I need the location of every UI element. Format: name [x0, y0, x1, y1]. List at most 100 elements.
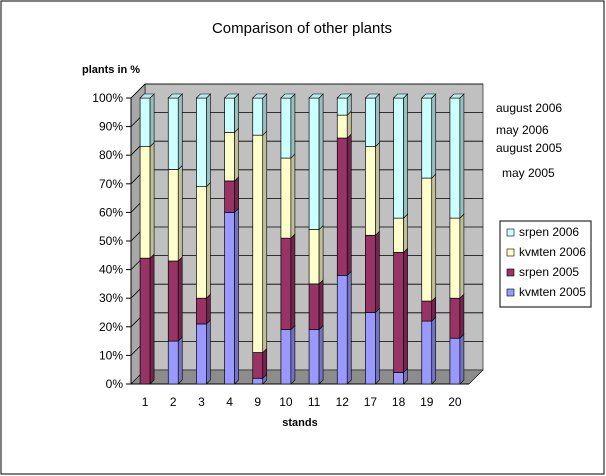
legend-swatch [506, 288, 515, 297]
bar-segment [280, 97, 292, 159]
y-tick-label: 40% [99, 263, 123, 277]
bar-top [280, 93, 296, 99]
bar-top [336, 93, 352, 99]
x-tick-label: 10 [279, 395, 293, 409]
bar-segment-side [459, 293, 465, 339]
bar-segment-side [206, 293, 211, 325]
bar-segment [196, 297, 207, 325]
bar-segment [252, 377, 264, 385]
bar-segment-side [234, 176, 239, 214]
bar-segment [336, 274, 348, 385]
bar-segment [252, 134, 264, 353]
y-tick-labels: 0% 10% 20% 30% 40% 50% 60% 70% 80% 90% 100% [92, 91, 123, 391]
bar-segment-side [290, 153, 296, 239]
bar-segment [196, 186, 207, 299]
bar-segment-side [459, 213, 465, 299]
bar-segment [365, 146, 376, 236]
bar-segment-side [431, 93, 437, 179]
bar-segment-side [375, 307, 380, 385]
bar-segment [449, 337, 461, 385]
bar-segment-side [375, 93, 380, 148]
bar-segment [280, 329, 292, 385]
legend-swatch [506, 248, 515, 257]
bar-top [421, 93, 437, 99]
bar-segment-side [177, 256, 183, 342]
legend-swatch [506, 268, 515, 277]
bar-top [139, 93, 155, 99]
bar-segment-side [262, 93, 268, 136]
x-tick-label: 19 [420, 395, 434, 409]
bar-segment [167, 97, 179, 170]
bar-segment [449, 297, 461, 339]
bar-segment-side [318, 324, 324, 385]
bar-segment [167, 260, 179, 342]
bar-segment-side [318, 279, 324, 331]
bar-segment [196, 97, 207, 188]
bar-top [308, 93, 324, 99]
bar-segment-side [206, 319, 211, 385]
bar-segment-side [346, 270, 352, 385]
bar-segment [336, 97, 348, 116]
bar-segment-side [375, 141, 380, 237]
y-tick-label: 90% [99, 120, 123, 134]
gridline [130, 83, 483, 99]
x-tick-label: 20 [448, 395, 462, 409]
bars [139, 93, 465, 385]
bar-segment-side [177, 164, 183, 262]
bar-segment [139, 257, 151, 385]
bar-segment [167, 340, 179, 385]
bar-segment [421, 320, 433, 385]
bar-segment-side [290, 93, 296, 159]
y-tick-label: 50% [99, 234, 123, 248]
x-tick-label: 11 [308, 395, 321, 409]
y-tick-label: 70% [99, 177, 123, 191]
legend-swatch [506, 228, 515, 237]
bar-segment-side [318, 93, 324, 231]
bar-segment-side [149, 93, 155, 148]
y-tick-label: 80% [99, 148, 123, 162]
bar-top [167, 93, 183, 99]
bar-segment-side [262, 130, 268, 354]
chart-title: Comparison of other plants [212, 20, 392, 37]
bar-segment-side [149, 253, 155, 385]
bar-segment-side [403, 247, 408, 374]
bar-segment [365, 234, 376, 313]
bar-segment [252, 352, 264, 379]
bar-segment [421, 300, 433, 322]
x-tick-label: 18 [392, 395, 406, 409]
bar-segment-side [375, 230, 380, 314]
bar-top [364, 93, 381, 99]
bar-segment [308, 229, 320, 285]
x-tick-label: 3 [198, 395, 205, 409]
bar-segment-side [346, 110, 352, 139]
y-tick-label: 100% [92, 91, 123, 105]
bar-segment-side [262, 347, 268, 380]
x-tick-label: 4 [226, 395, 233, 409]
bar-segment [393, 252, 404, 373]
legend-label: srpen 2005 [519, 265, 579, 279]
bar-segment [280, 157, 292, 239]
bar-segment [336, 137, 348, 276]
bar-segment [308, 283, 320, 331]
legend-box [499, 220, 592, 308]
bar-top [392, 93, 409, 99]
bar-segment-side [206, 93, 211, 188]
bar-segment [224, 180, 235, 213]
bar-segment-side [149, 141, 155, 259]
x-tick-label: 17 [364, 395, 378, 409]
x-tick-label: 9 [254, 395, 261, 409]
y-axis-title: plants in % [82, 64, 140, 76]
bar-segment-side [234, 93, 239, 134]
bar-segment [393, 217, 404, 253]
bar-segment [280, 237, 292, 331]
bar-segment-side [459, 333, 465, 385]
bar-segment [421, 97, 433, 179]
bar-segment [421, 177, 433, 302]
bar-segment [308, 97, 320, 230]
annotation-may-2005: may 2005 [502, 166, 555, 180]
legend-label: srpen 2006 [519, 225, 579, 239]
bar-segment-side [206, 181, 211, 299]
bar-segment [365, 312, 376, 385]
bar-segment [139, 97, 151, 147]
